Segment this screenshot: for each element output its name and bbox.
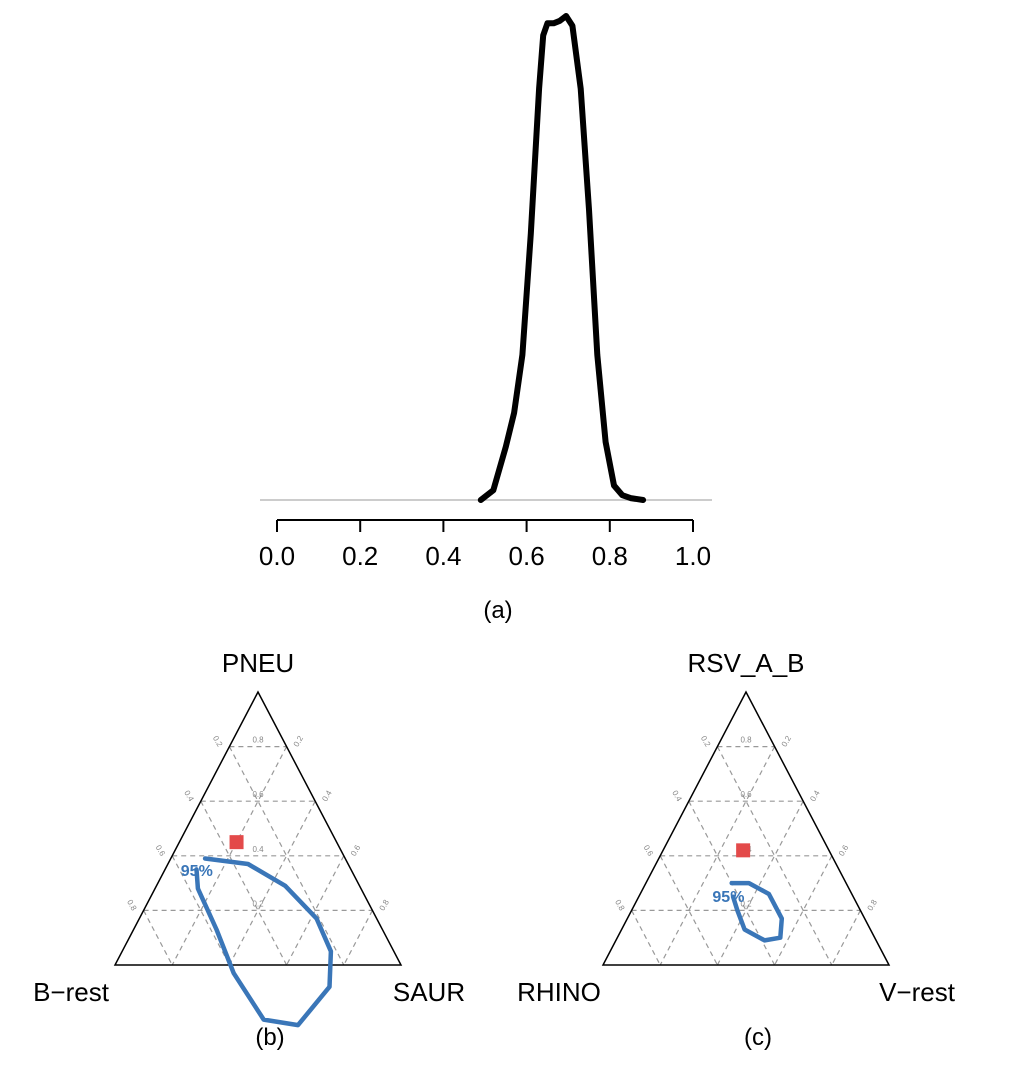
density-curve (477, 13, 647, 503)
density-panel: 0.0 0.2 0.4 0.6 0.8 1.0 (a) (259, 13, 712, 624)
ternary-right-level-label: 0.6 (837, 843, 851, 858)
x-tick-label: 0.0 (259, 541, 295, 571)
ternary-center-level-label: 0.6 (252, 790, 264, 799)
ternary-triangle (601, 690, 891, 966)
ternary-right-level-label: 0.8 (866, 898, 880, 913)
ternary-panel-b: 0.2 0.2 0.8 0.4 0.4 0.6 0.6 0.6 0.4 0.8 0.8 0.2 95% P… (33, 648, 465, 1051)
contour-label: 95% (712, 889, 744, 906)
contour-95 (729, 880, 785, 943)
ternary-grid-line (143, 910, 173, 966)
ternary-grid-line (200, 800, 288, 966)
panel-label: (b) (255, 1024, 284, 1051)
ternary-grid-line (171, 855, 230, 966)
ternary-center-level-label: 0.8 (740, 736, 752, 745)
vertex-label: RHINO (517, 977, 601, 1007)
vertex-label: SAUR (393, 977, 465, 1007)
ternary-grid-line (659, 855, 718, 966)
point-estimate-marker (736, 843, 751, 858)
ternary-left-level-label: 0.6 (642, 843, 656, 858)
ternary-left-level-label: 0.2 (699, 734, 713, 749)
vertex-label: V−rest (879, 977, 956, 1007)
vertex-label: B−rest (33, 977, 110, 1007)
ternary-grid-line (286, 855, 345, 966)
ternary-left-level-label: 0.6 (154, 843, 168, 858)
ternary-grid-line (228, 800, 316, 966)
contour-label: 95% (181, 863, 213, 880)
ternary-left-level-label: 0.4 (182, 789, 196, 804)
ternary-left-level-label: 0.8 (613, 898, 627, 913)
ternary-right-level-label: 0.2 (780, 734, 794, 749)
ternary-center-level-label: 0.8 (252, 736, 264, 745)
vertex-label: PNEU (222, 648, 294, 678)
ternary-right-level-label: 0.4 (808, 788, 822, 803)
x-tick-label: 0.2 (342, 541, 378, 571)
ternary-grid-line (631, 910, 661, 966)
ternary-left-level-label: 0.8 (125, 898, 139, 913)
ternary-triangle (113, 690, 403, 966)
ternary-center-level-label: 0.6 (740, 790, 752, 799)
ternary-left-level-label: 0.4 (670, 789, 684, 804)
ternary-right-level-label: 0.8 (378, 898, 392, 913)
panel-label: (c) (744, 1024, 772, 1051)
x-tick-label: 1.0 (675, 541, 711, 571)
ternary-right-level-label: 0.6 (349, 843, 363, 858)
contour-95 (194, 856, 334, 1028)
ternary-left-level-label: 0.2 (211, 734, 225, 749)
ternary-right-level-label: 0.4 (320, 788, 334, 803)
panel-label-a: (a) (483, 597, 512, 624)
ternary-center-level-label: 0.2 (252, 899, 264, 908)
x-axis-ticks: 0.0 0.2 0.4 0.6 0.8 1.0 (259, 520, 711, 571)
ternary-center-level-label: 0.2 (740, 899, 752, 908)
ternary-panel-c: 0.20.20.80.40.40.60.60.60.40.80.80.295%R… (517, 648, 956, 1051)
ternary-grid-line (716, 800, 804, 966)
ternary-grid-line (831, 910, 861, 966)
vertex-label: RSV_A_B (687, 648, 804, 678)
ternary-grid-line (774, 855, 833, 966)
point-estimate-marker (229, 835, 244, 850)
ternary-grid-line (343, 910, 373, 966)
x-tick-label: 0.6 (509, 541, 545, 571)
ternary-grid (143, 745, 373, 966)
ternary-right-level-label: 0.2 (292, 734, 306, 749)
x-tick-label: 0.8 (592, 541, 628, 571)
ternary-center-level-label: 0.4 (252, 845, 264, 854)
x-tick-label: 0.4 (425, 541, 461, 571)
